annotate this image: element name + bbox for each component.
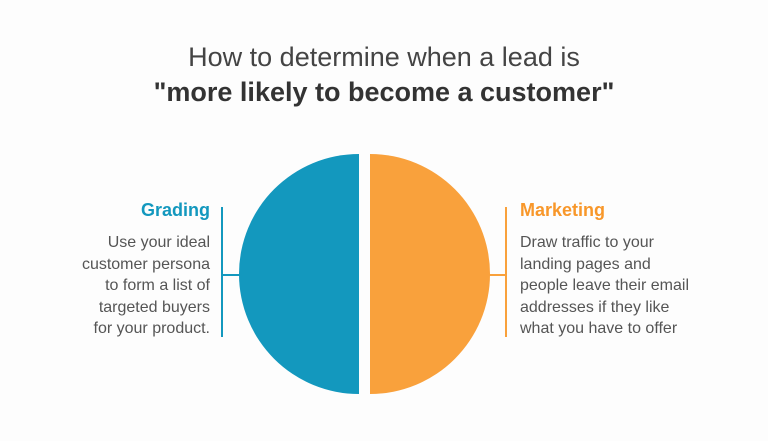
marketing-description: Draw traffic to your landing pages and p…: [520, 232, 689, 340]
grading-line: Use your ideal: [107, 234, 210, 251]
title-line-2: "more likely to become a customer": [153, 77, 615, 107]
grading-line: customer persona: [81, 255, 210, 273]
grading-line: for your product.: [93, 320, 211, 337]
grading-line: to form a list of: [105, 277, 210, 294]
marketing-half-circle: [370, 154, 490, 394]
marketing-line: what you have to offer: [520, 320, 678, 337]
marketing-line: addresses if they like: [520, 298, 670, 316]
grading-line: targeted buyers: [98, 298, 210, 316]
marketing-line: Draw traffic to your: [520, 234, 654, 251]
marketing-line: landing pages and: [520, 255, 651, 273]
grading-half-circle: [239, 154, 359, 394]
marketing-line: people leave their email: [520, 277, 689, 294]
title-line-1: How to determine when a lead is: [188, 42, 580, 72]
grading-heading: Grading: [140, 200, 210, 220]
grading-description: Use your ideal customer persona to form …: [82, 232, 210, 340]
marketing-heading: Marketing: [520, 200, 606, 220]
